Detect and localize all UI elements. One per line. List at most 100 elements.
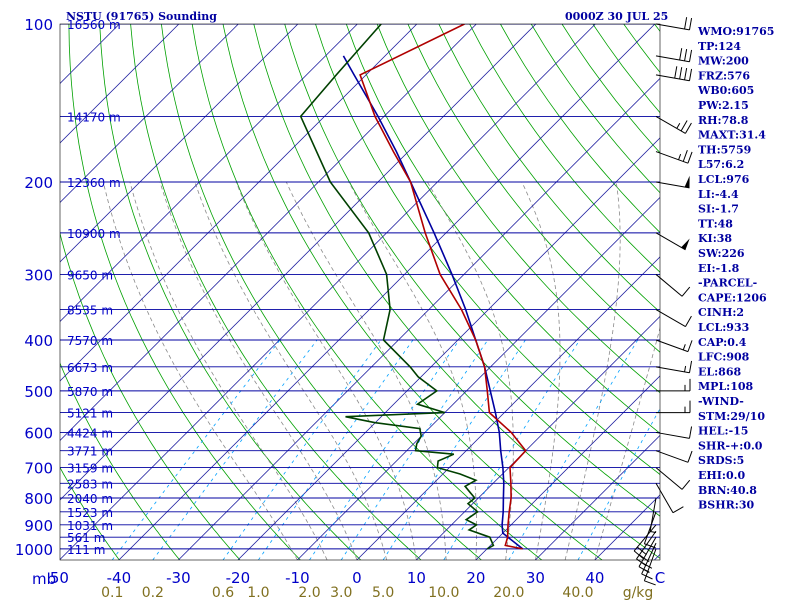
mixing-ratio-line [382,339,526,560]
index-item: EHI:0.0 [698,469,745,482]
dry-adiabat [222,24,603,560]
sounding-profiles [299,24,527,550]
index-item: MW:200 [698,55,749,68]
mixing-ratio-label: 1.0 [247,585,269,600]
wind-barb [656,400,691,414]
wind-barb-full [672,506,684,514]
isotherm [535,434,660,560]
isotherm [60,24,299,263]
index-item: LCL:976 [698,173,750,186]
isotherm [60,24,477,441]
temperature-label: -10 [285,569,310,587]
index-item: TP:124 [698,40,741,53]
moist-adiabat [285,181,447,560]
dry-adiabat [130,24,422,560]
temperature-label: 30 [526,569,545,587]
wind-barb-staff [655,74,690,82]
pressure-label: 100 [24,16,53,34]
wind-barb [655,360,693,374]
wind-barb-staff [655,309,686,328]
wind-barb-staff [655,431,690,439]
isotherm [416,315,660,560]
wind-barb-staff [655,450,689,463]
wind-barb-full [685,315,692,327]
wind-barb [655,66,693,82]
temperature-label: 10 [407,569,426,587]
mixing-ratio-label: 2.0 [298,585,320,600]
isotherm [60,24,418,382]
temperature-label: -20 [226,569,251,587]
wind-barb-flag [681,238,690,250]
dry-adiabat [60,466,120,560]
pressure-label: 1000 [15,541,53,559]
wind-barb-full [684,17,688,30]
wind-barb [655,115,692,134]
index-item: BRN:40.8 [698,484,757,497]
wind-barb-full [637,546,647,556]
index-item: SHR-+:0.0 [698,439,763,452]
mixing-ratio-line [152,339,318,560]
dry-adiabat [345,24,660,434]
wind-barb [649,497,657,534]
height-label: 3771 m [67,445,113,459]
index-item: -PARCEL- [698,277,757,290]
moist-adiabat [129,181,328,560]
height-label: 8535 m [67,304,113,318]
mixing-ratio-label: 40.0 [562,585,593,600]
index-item: BSHR:30 [698,499,754,512]
index-item: KI:38 [698,232,732,245]
dry-adiabat [407,24,660,353]
moist-adiabat [194,181,387,560]
index-item: SI:-1.7 [698,203,739,216]
temperature-label: 20 [466,569,485,587]
isotherm [118,24,656,560]
wind-barb-staff [643,511,657,544]
isotherm [237,137,660,560]
mixing-ratio-line [258,339,414,560]
height-label: 2583 m [67,477,113,491]
height-label: 7570 m [67,334,113,348]
index-item: EL:868 [698,365,741,378]
temperature-line [359,24,527,550]
index-item: LCL:933 [698,321,749,334]
moist-adiabat [521,181,561,560]
wind-barb [655,175,690,189]
dry-adiabat [592,24,660,114]
wind-barb-flag [684,175,690,188]
wind-barb-staff [649,497,657,532]
mixing-ratio-line [508,339,639,560]
index-item: WMO:91765 [697,25,774,38]
wind-barb-full [685,122,692,134]
temperature-label: 50 [50,569,69,587]
isotherm [60,24,180,144]
wind-barb-staff [655,181,690,189]
temperature-axis-unit: C [655,569,665,587]
wind-barb-staff [655,232,686,251]
wind-barb [655,483,684,514]
wind-barb-staff [636,530,657,560]
index-item: FRZ:576 [698,69,750,82]
pressure-label: 400 [24,332,53,350]
moist-adiabat [159,181,358,560]
wind-barb [656,378,691,392]
wind-barb [643,511,657,549]
dry-adiabat [191,24,542,560]
mixing-ratio-label: 20.0 [493,585,524,600]
wind-barb [655,467,691,490]
index-item: MPL:108 [698,380,754,393]
mixing-ratio-line [443,339,581,560]
dry-adiabat [60,362,181,560]
pressure-label: 600 [24,424,53,442]
mixing-ratio-label: 3.0 [330,585,352,600]
dry-adiabat [469,24,660,273]
wind-barb-half [684,365,687,372]
pressure-axis-unit: mb [32,570,56,588]
mixing-ratio-label: 0.2 [142,585,164,600]
wind-barb-staff [655,339,689,353]
wind-barb-half [650,531,657,534]
wind-barb-full [688,68,693,81]
index-item: STM:29/10 [698,410,765,423]
height-label: 3159 m [67,462,113,476]
chart-time: 0000Z 30 JUL 25 [565,10,668,23]
